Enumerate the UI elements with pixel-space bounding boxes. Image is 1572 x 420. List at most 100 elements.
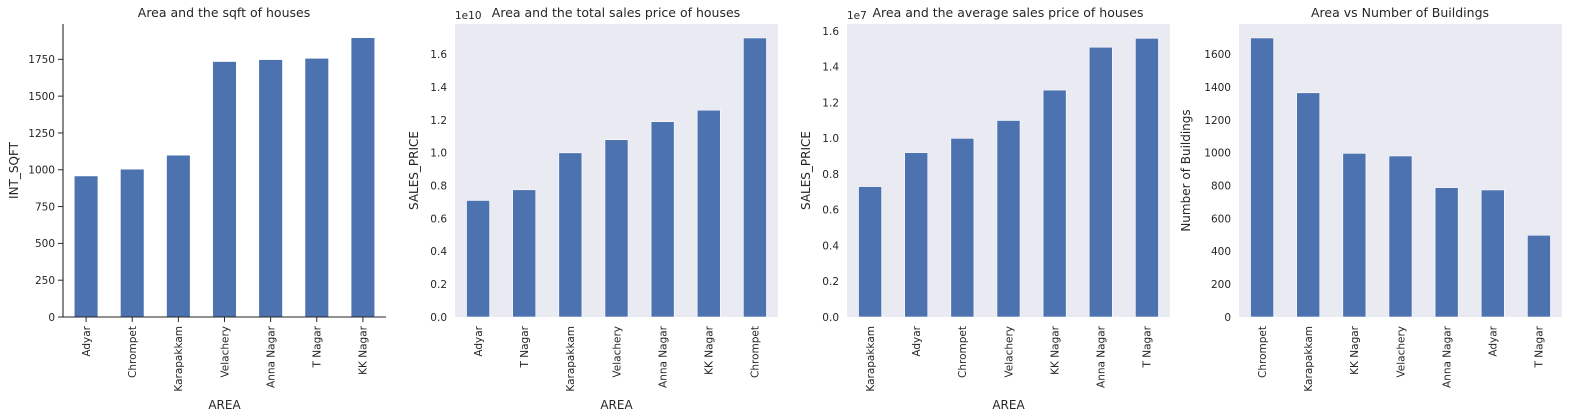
x-tick-label: KK Nagar [358, 325, 370, 374]
x-tick-label: Velachery [219, 326, 231, 378]
bar-anna-nagar [1088, 46, 1113, 318]
y-axis-label: SALES_PRICE [799, 131, 813, 210]
y-tick-label: 1000 [1204, 148, 1231, 160]
y-tick-label: 750 [35, 201, 55, 213]
bar-chrompet [120, 169, 144, 317]
bar-kk-nagar [1342, 153, 1367, 318]
bar-adyar [74, 176, 98, 317]
y-tick-label: 250 [35, 275, 55, 287]
x-tick-label: Chrompet [1257, 326, 1269, 378]
x-tick-label: Velachery [1003, 326, 1015, 378]
y-tick-label: 0.8 [822, 169, 839, 181]
x-tick-label: Adyar [911, 325, 923, 356]
x-tick-label: Adyar [473, 325, 485, 356]
y-tick-label: 1.6 [822, 26, 839, 38]
x-tick-label: Karapakkam [865, 326, 877, 392]
chart-panel-4: 0 200 400 600 800 1000 1200 1400 1600 Chrompet Kar… [1179, 5, 1562, 392]
y-tick-label: 1.4 [822, 62, 839, 74]
bar-velachery [996, 120, 1021, 318]
chart-title: Area and the sqft of houses [138, 5, 310, 20]
y-tick-label: 1500 [28, 91, 55, 103]
y-tick-label: 800 [1211, 180, 1231, 192]
bar-chrompet [950, 138, 975, 318]
y-tick-label: 0.0 [822, 312, 839, 324]
x-tick-label: Velachery [611, 326, 623, 378]
x-tick-label: Adyar [1488, 325, 1500, 356]
y-tick-label: 1.2 [430, 115, 447, 127]
x-axis-label: AREA [208, 398, 241, 412]
y-tick-label: 200 [1211, 279, 1231, 291]
x-tick-label: Anna Nagar [657, 325, 669, 388]
y-tick-label: 1.2 [822, 97, 839, 109]
bar-karapakkam [558, 152, 583, 318]
y-tick-label: 500 [35, 238, 55, 250]
x-tick-label: Velachery [1395, 326, 1407, 378]
y-axis-offset-text: 1e7 [847, 10, 867, 22]
bar-karapakkam [1296, 92, 1321, 318]
x-tick-label: Anna Nagar [265, 325, 277, 388]
y-tick-label: 400 [1211, 246, 1231, 258]
x-tick-label: T Nagar [519, 325, 531, 368]
x-tick-label: Chrompet [750, 326, 762, 378]
bar-chrompet [1250, 37, 1274, 318]
y-tick-label: 1.6 [430, 49, 447, 61]
y-tick-label: 1000 [28, 165, 55, 177]
y-tick-label: 0.0 [430, 312, 447, 324]
bar-adyar [904, 152, 929, 318]
y-tick-label: 0.4 [430, 246, 447, 258]
x-tick-label: KK Nagar [704, 325, 716, 374]
bar-anna-nagar [650, 121, 675, 318]
y-tick-label: 1400 [1204, 82, 1231, 94]
x-tick-label: Chrompet [957, 326, 969, 378]
x-axis-label: AREA [600, 398, 633, 412]
x-tick-label: T Nagar [312, 325, 324, 368]
y-axis-label: Number of Buildings [1179, 109, 1193, 231]
bar-t-nagar [512, 189, 537, 318]
y-tick-label: 0 [48, 312, 55, 324]
y-tick-label: 0.2 [822, 276, 839, 288]
bar-karapakkam [858, 186, 882, 318]
bar-velachery [604, 139, 629, 318]
x-tick-label: KK Nagar [1049, 325, 1061, 374]
y-tick-label: 600 [1211, 213, 1231, 225]
bar-adyar [1480, 189, 1505, 318]
y-axis-offset-text: 1e10 [455, 10, 482, 22]
x-tick-label: Anna Nagar [1096, 325, 1108, 388]
bar-kk-nagar [351, 37, 375, 318]
bar-adyar [466, 200, 490, 318]
y-tick-label: 0.4 [822, 240, 839, 252]
bar-kk-nagar [696, 109, 721, 318]
bar-anna-nagar [259, 59, 283, 318]
y-tick-label: 0.6 [822, 205, 839, 217]
x-tick-label: T Nagar [1142, 325, 1154, 368]
x-tick-label: Karapakkam [1303, 326, 1315, 392]
y-tick-label: 1200 [1204, 115, 1231, 127]
x-tick-label: Adyar [81, 325, 93, 356]
x-tick-label: KK Nagar [1349, 325, 1361, 374]
y-tick-label: 1750 [28, 54, 55, 66]
y-tick-label: 0.8 [430, 180, 447, 192]
y-axis-label: INT_SQFT [7, 141, 21, 199]
chart-panel-3: 0.0 0.2 0.4 0.6 0.8 1.0 1.2 1.4 1.6 Karapakkam Ady… [799, 5, 1170, 412]
x-tick-label: Anna Nagar [1441, 325, 1453, 388]
x-tick-label: Chrompet [127, 326, 139, 378]
y-tick-label: 1600 [1204, 49, 1231, 61]
bar-velachery [212, 61, 237, 318]
x-tick-label: Karapakkam [565, 326, 577, 392]
chart-title: Area and the total sales price of houses [492, 5, 740, 20]
x-axis-label: AREA [992, 398, 1025, 412]
chart-panel-2: 0.0 0.2 0.4 0.6 0.8 1.0 1.2 1.4 1.6 Adyar T Nagar K… [407, 5, 778, 412]
chart-title: Area vs Number of Buildings [1311, 5, 1489, 20]
y-tick-label: 1.4 [430, 82, 447, 94]
chart-title: Area and the average sales price of hous… [873, 5, 1144, 20]
bar-t-nagar [1135, 37, 1159, 318]
chart-panel-1: 0 250 500 750 1000 1250 1500 1750 Adyar Chrompet K… [7, 5, 386, 412]
y-tick-label: 1.0 [822, 133, 839, 145]
y-tick-label: 1.0 [430, 148, 447, 160]
bar-t-nagar [1527, 234, 1551, 318]
bar-karapakkam [166, 155, 190, 317]
bar-velachery [1388, 155, 1413, 318]
y-tick-label: 0.6 [430, 213, 447, 225]
bar-kk-nagar [1042, 89, 1067, 318]
